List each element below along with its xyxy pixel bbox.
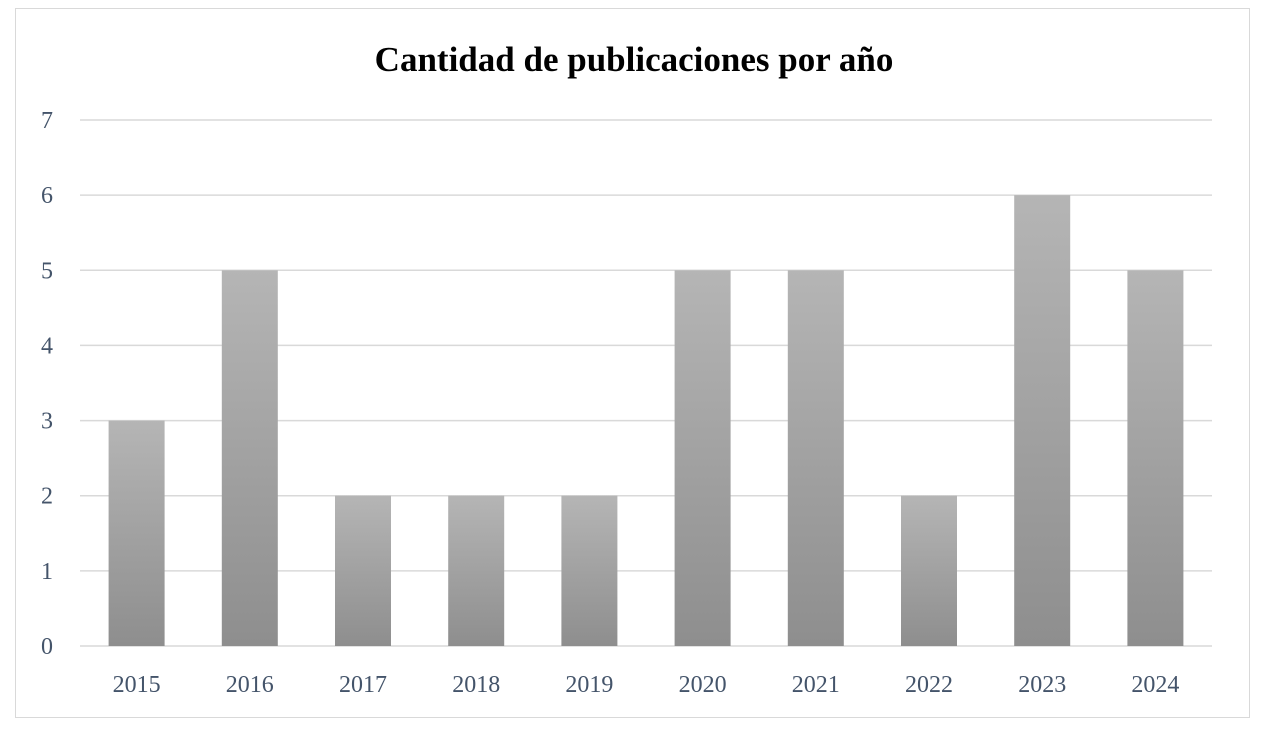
y-tick-label: 0: [41, 634, 53, 660]
x-tick-label: 2022: [905, 672, 953, 698]
y-tick-label: 1: [41, 559, 53, 585]
bar-2021: [787, 270, 844, 646]
bar-2017: [335, 495, 391, 646]
bar-2019: [561, 495, 618, 646]
x-tick-label: 2018: [452, 672, 500, 698]
y-tick-label: 5: [41, 258, 53, 284]
bar-2022: [901, 495, 957, 646]
chart-title: Cantidad de publicaciones por año: [375, 40, 894, 79]
y-tick-label: 7: [41, 108, 53, 134]
x-tick-label: 2019: [565, 672, 613, 698]
x-tick-label: 2020: [679, 672, 727, 698]
y-tick-label: 3: [41, 409, 53, 435]
bar-2020: [674, 270, 731, 646]
y-tick-label: 4: [41, 333, 53, 359]
bars: [108, 195, 1184, 646]
y-tick-label: 2: [41, 484, 53, 510]
bar-2023: [1014, 195, 1071, 646]
x-tick-label: 2017: [339, 672, 387, 698]
x-tick-label: 2024: [1131, 672, 1179, 698]
x-tick-label: 2016: [226, 672, 274, 698]
x-axis-ticks: 2015 2016 2017 2018 2019 2020 2021 2022 2023 2024: [113, 672, 1180, 698]
bar-2024: [1127, 270, 1184, 646]
x-tick-label: 2023: [1018, 672, 1066, 698]
bar-2016: [221, 270, 278, 646]
bar-2015: [108, 420, 165, 646]
bar-2018: [448, 495, 505, 646]
y-axis-ticks: 0 1 2 3 4 5 6 7: [41, 108, 53, 660]
x-tick-label: 2021: [792, 672, 840, 698]
y-tick-label: 6: [41, 183, 53, 209]
x-tick-label: 2015: [113, 672, 161, 698]
